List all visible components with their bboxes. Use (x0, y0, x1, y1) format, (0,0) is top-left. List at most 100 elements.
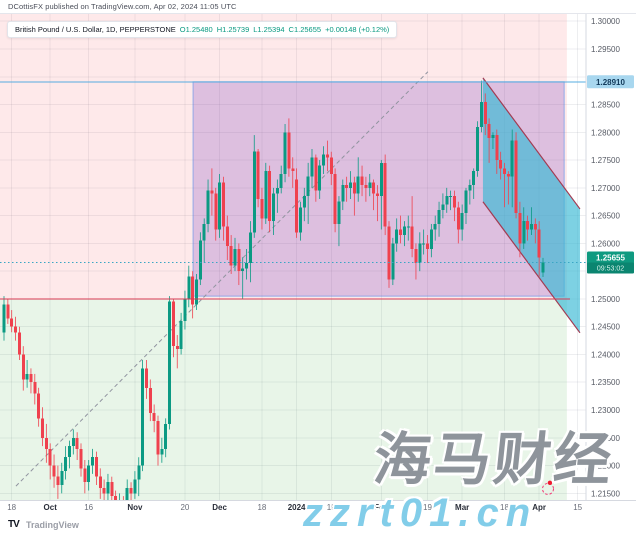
time-axis-label: Mar (455, 503, 470, 512)
candle-body (210, 190, 214, 194)
candle-body (75, 437, 79, 449)
candle-body (429, 229, 433, 249)
time-axis-label: 18 (500, 503, 509, 512)
price-axis-label[interactable]: 1.21500 (591, 489, 620, 498)
candle-body (102, 487, 106, 494)
candle-body (6, 304, 10, 319)
candle-body (14, 326, 18, 333)
candle-body (410, 226, 414, 249)
candle-body (129, 487, 133, 494)
candle-body (360, 176, 364, 186)
price-axis-label[interactable]: 1.26500 (591, 212, 620, 221)
price-axis-label[interactable]: 1.29500 (591, 45, 620, 54)
candle-body (387, 226, 391, 280)
footer-bar: TV TradingView (0, 514, 636, 538)
time-axis-label: 16 (84, 503, 94, 512)
price-axis-label[interactable]: 1.28500 (591, 101, 620, 110)
time-axis-label: Feb (374, 503, 389, 512)
time-axis-label: Nov (127, 503, 143, 512)
price-axis-label[interactable]: 1.26000 (591, 239, 620, 248)
demand-zone-green (0, 298, 567, 500)
candle-body (372, 182, 376, 194)
price-axis-label[interactable]: 1.23000 (591, 406, 620, 415)
candle-body (503, 168, 506, 174)
candle-body (164, 423, 168, 449)
price-axis-label[interactable]: 1.22500 (591, 434, 620, 443)
channel-fill (482, 77, 580, 333)
channel-upper-line (482, 77, 581, 210)
price-axis-label[interactable]: 1.30000 (591, 17, 620, 26)
candle-body (356, 176, 360, 194)
price-axis-label[interactable]: 1.27000 (591, 184, 620, 193)
candle-body (252, 151, 256, 233)
last-price-chip-label: 1.25655 (596, 254, 625, 263)
candle-body (483, 101, 487, 124)
price-axis-label[interactable]: 1.22000 (591, 462, 620, 471)
candle-body (310, 157, 314, 177)
time-axis-label: 19 (423, 503, 432, 512)
candle-body (541, 262, 545, 273)
candle-body (275, 187, 279, 194)
candle-body (391, 243, 395, 280)
price-axis-label[interactable]: 1.24500 (591, 323, 620, 332)
dashed-trendline (15, 71, 429, 487)
candle-body (268, 171, 272, 222)
legend-change: +0.00148 (+0.12%) (325, 25, 390, 34)
candle-body (272, 193, 275, 222)
candle-body (160, 448, 164, 455)
candle-body (452, 196, 456, 208)
legend-high: H1.25739 (216, 25, 250, 34)
candle-body (29, 373, 33, 383)
candle-body (287, 132, 291, 169)
candle-body (533, 223, 537, 230)
publish-byline: DCottisFX published on TradingView.com, … (8, 2, 237, 11)
candle-body (175, 346, 179, 349)
candle-body (314, 157, 318, 191)
candle-body (329, 157, 333, 174)
candle-body (202, 223, 206, 241)
candle-body (41, 418, 44, 438)
candle-body (248, 232, 252, 263)
candle-body (133, 479, 137, 494)
candle-body (302, 196, 306, 208)
price-axis-label[interactable]: 1.27500 (591, 156, 620, 165)
candle-body (406, 226, 410, 228)
candle-body (225, 226, 229, 247)
tradingview-logo-icon[interactable]: TV (8, 519, 20, 530)
candle-body (526, 221, 530, 230)
time-axis-label: Dec (212, 503, 227, 512)
candle-body (325, 154, 329, 158)
candle-body (341, 185, 345, 202)
time-axis[interactable]: 18 Oct 16 Nov 20 Dec 18 2024 15 Feb 19 Mar 18 Apr 15 (0, 500, 636, 515)
candle-body (141, 368, 145, 466)
price-axis-label[interactable]: 1.25000 (591, 295, 620, 304)
legend-close: C1.25655 (288, 25, 322, 34)
bar-close-countdown: 09:53:02 (597, 266, 624, 273)
candle-body (491, 135, 495, 138)
time-axis-label: 15 (326, 503, 336, 512)
price-axis-label[interactable]: 1.23500 (591, 378, 620, 387)
candle-body (460, 212, 464, 230)
candle-body (368, 182, 372, 188)
candle-body (44, 437, 48, 449)
candle-body (10, 318, 14, 327)
candle-body (156, 421, 160, 455)
candle-body (64, 457, 68, 472)
price-axis-label[interactable]: 1.24000 (591, 350, 620, 359)
candle-body (21, 354, 25, 380)
candle-body (195, 279, 198, 305)
candle-body (472, 171, 476, 186)
candle-body (87, 465, 91, 483)
candle-body (106, 482, 110, 494)
candle-body (476, 126, 480, 172)
candle-body (144, 368, 148, 388)
price-axis-label[interactable]: 1.28000 (591, 128, 620, 137)
symbol-legend[interactable]: British Pound / U.S. Dollar, 1D, PEPPERS… (7, 21, 398, 38)
candle-body (514, 140, 518, 213)
tradingview-brand[interactable]: TradingView (26, 520, 79, 530)
candle-body (399, 229, 403, 236)
candle-body (298, 207, 302, 233)
candle-body (233, 248, 237, 266)
candle-body (110, 482, 114, 497)
